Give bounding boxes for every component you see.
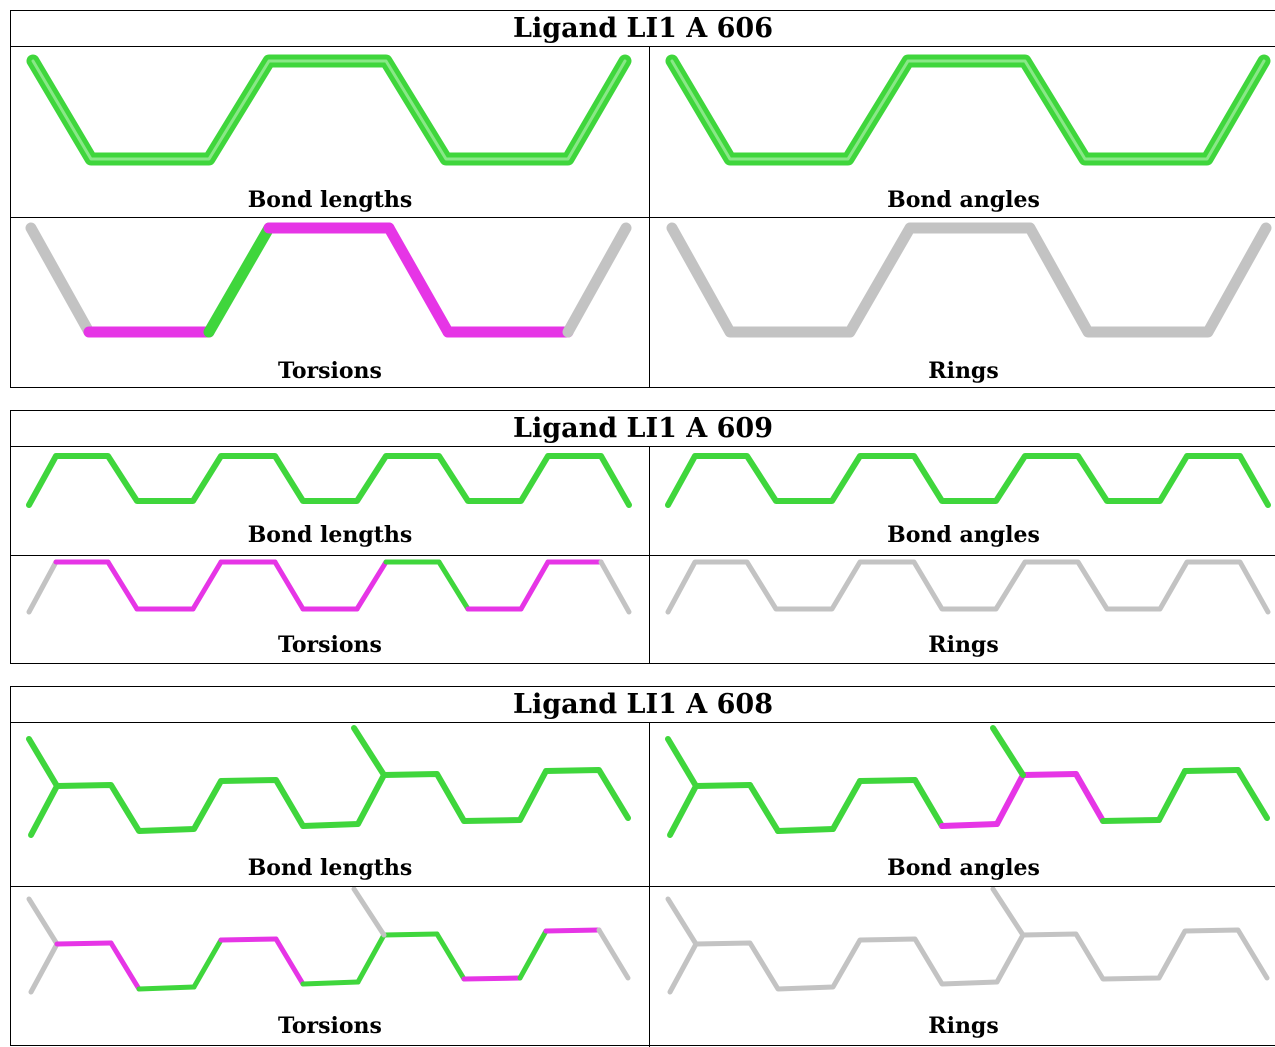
cell-label: Bond angles	[887, 855, 1040, 881]
ligand-structure-image	[665, 887, 1270, 995]
cell-label: Torsions	[278, 632, 382, 658]
cell-label: Rings	[928, 358, 999, 384]
ligand-structure-image	[665, 453, 1271, 508]
torsions-cell: Torsions	[11, 556, 649, 664]
ligand-structure-image	[26, 725, 631, 838]
ligand-structure-image	[25, 222, 632, 338]
cell-label: Torsions	[278, 358, 382, 384]
ligand-structure-image	[665, 54, 1271, 166]
ligand-title: Ligand LI1 A 609	[11, 411, 1275, 447]
torsions-cell: Torsions	[11, 218, 649, 388]
rings-cell: Rings	[650, 556, 1275, 664]
cell-label: Bond lengths	[247, 522, 413, 548]
bond-lengths-cell: Bond lengths	[11, 447, 649, 555]
bond-angles-cell: Bond angles	[650, 447, 1275, 555]
cell-label: Rings	[928, 1013, 999, 1039]
ligand-structure-image	[26, 453, 632, 508]
ligand-structure-image	[26, 559, 632, 615]
cell-label: Bond lengths	[247, 855, 413, 881]
cell-label: Bond angles	[887, 187, 1040, 213]
cell-label: Rings	[928, 632, 999, 658]
cell-label: Bond angles	[887, 522, 1040, 548]
torsions-cell: Torsions	[11, 887, 649, 1047]
ligand-structure-image	[665, 559, 1271, 615]
ligand-structure-image	[26, 887, 631, 995]
ligand-title: Ligand LI1 A 606	[11, 11, 1275, 47]
bond-lengths-cell: Bond lengths	[11, 723, 649, 886]
ligand-structure-image	[26, 54, 632, 166]
ligand-structure-image	[665, 725, 1270, 838]
ligand-panel-609: Ligand LI1 A 609 Bond lengths Bond angle…	[10, 410, 1275, 664]
rings-cell: Rings	[650, 887, 1275, 1047]
ligand-structure-image	[666, 222, 1272, 338]
ligand-panel-606: Ligand LI1 A 606 Bond lengths Bond angle…	[10, 10, 1275, 388]
cell-label: Bond lengths	[247, 187, 413, 213]
cell-label: Torsions	[278, 1013, 382, 1039]
bond-angles-cell: Bond angles	[650, 723, 1275, 886]
bond-angles-cell: Bond angles	[650, 47, 1275, 217]
rings-cell: Rings	[650, 218, 1275, 388]
ligand-panel-608: Ligand LI1 A 608 Bond lengths	[10, 686, 1275, 1047]
ligand-title: Ligand LI1 A 608	[11, 687, 1275, 723]
bond-lengths-cell: Bond lengths	[11, 47, 649, 217]
